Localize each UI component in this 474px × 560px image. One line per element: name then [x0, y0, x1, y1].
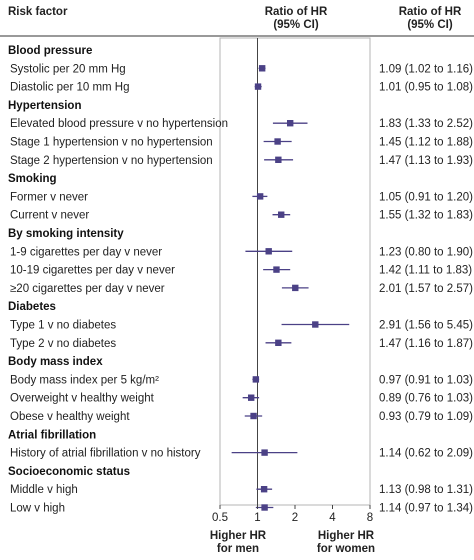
- value-text: 1.14 (0.97 to 1.34): [379, 503, 473, 515]
- row-label: Systolic per 20 mm Hg: [10, 63, 126, 75]
- value-text: 1.09 (1.02 to 1.16): [379, 63, 473, 75]
- point-estimate: [252, 376, 260, 383]
- group-title: Body mass index: [8, 356, 103, 368]
- row-label: Middle v high: [10, 484, 78, 496]
- point-estimate: [278, 211, 285, 218]
- x-label-left: for men: [217, 543, 259, 555]
- point-estimate: [274, 138, 281, 145]
- value-text: 0.93 (0.79 to 1.09): [379, 411, 473, 423]
- point-estimate: [256, 193, 264, 200]
- header-value-title: Ratio of HR: [399, 6, 462, 18]
- value-text: 1.13 (0.98 to 1.31): [379, 484, 473, 496]
- value-text: 1.45 (1.12 to 1.88): [379, 137, 473, 149]
- row-label: Stage 2 hypertension v no hypertension: [10, 155, 213, 167]
- row-label: Body mass index per 5 kg/m²: [10, 374, 159, 386]
- row-label: 1-9 cigarettes per day v never: [10, 246, 162, 258]
- point-estimate: [265, 248, 272, 255]
- row-label: Low v high: [10, 503, 65, 515]
- point-estimate: [286, 120, 294, 127]
- group-title: By smoking intensity: [8, 228, 124, 240]
- point-estimate: [250, 412, 257, 420]
- value-text: 2.91 (1.56 to 5.45): [379, 320, 473, 332]
- value-text: 1.42 (1.11 to 1.83): [379, 265, 472, 277]
- point-estimate: [273, 266, 280, 273]
- group-title: Socioeconomic status: [8, 466, 130, 478]
- row-label: Type 2 v no diabetes: [10, 338, 116, 350]
- group-title: Blood pressure: [8, 45, 92, 57]
- x-tick-label: 0.5: [212, 512, 228, 524]
- group-title: Atrial fibrillation: [8, 429, 96, 441]
- x-label-right: Higher HR: [318, 530, 375, 542]
- row-label: Current v never: [10, 210, 89, 222]
- point-estimate: [292, 284, 299, 292]
- value-text: 1.23 (0.80 to 1.90): [379, 246, 473, 258]
- row-label: Diastolic per 10 mm Hg: [10, 82, 130, 94]
- header-plot-title: (95% CI): [273, 19, 319, 31]
- value-text: 1.47 (1.13 to 1.93): [379, 155, 473, 167]
- value-text: 1.47 (1.16 to 1.87): [379, 338, 473, 350]
- point-estimate: [260, 486, 268, 493]
- point-estimate: [275, 156, 282, 163]
- x-label-right: for women: [317, 543, 375, 555]
- value-text: 1.05 (0.91 to 1.20): [379, 191, 473, 203]
- row-label: Obese v healthy weight: [10, 411, 130, 423]
- group-title: Hypertension: [8, 100, 82, 112]
- x-label-left: Higher HR: [210, 530, 267, 542]
- row-label: 10-19 cigarettes per day v never: [10, 265, 175, 277]
- value-text: 1.01 (0.95 to 1.08): [379, 82, 473, 94]
- value-text: 0.97 (0.91 to 1.03): [379, 374, 473, 386]
- point-estimate: [312, 321, 319, 328]
- row-label: Stage 1 hypertension v no hypertension: [10, 137, 213, 149]
- point-estimate: [247, 394, 255, 401]
- x-tick-label: 1: [254, 512, 260, 524]
- value-text: 1.83 (1.33 to 2.52): [379, 118, 473, 130]
- point-estimate: [275, 339, 282, 346]
- x-tick-label: 4: [329, 512, 336, 524]
- value-text: 1.14 (0.62 to 2.09): [379, 448, 473, 460]
- header-value-title: (95% CI): [407, 19, 453, 31]
- row-label: ≥20 cigarettes per day v never: [10, 283, 165, 295]
- point-estimate: [261, 504, 268, 511]
- value-text: 2.01 (1.57 to 2.57): [379, 283, 473, 295]
- row-label: Overweight v healthy weight: [10, 393, 155, 405]
- row-label: History of atrial fibrillation v no hist…: [10, 448, 201, 460]
- point-estimate: [261, 449, 268, 456]
- group-title: Smoking: [8, 173, 57, 185]
- header-plot-title: Ratio of HR: [265, 6, 328, 18]
- x-tick-label: 2: [292, 512, 298, 524]
- plot-frame: [219, 37, 371, 506]
- value-text: 0.89 (0.76 to 1.03): [379, 393, 473, 405]
- row-label: Former v never: [10, 191, 88, 203]
- point-estimate: [258, 65, 266, 72]
- x-tick-label: 8: [367, 512, 373, 524]
- point-estimate: [254, 83, 262, 90]
- header-risk-factor: Risk factor: [8, 6, 68, 18]
- value-text: 1.55 (1.32 to 1.83): [379, 210, 473, 222]
- group-title: Diabetes: [8, 301, 56, 313]
- row-label: Elevated blood pressure v no hypertensio…: [10, 118, 228, 130]
- row-label: Type 1 v no diabetes: [10, 320, 116, 332]
